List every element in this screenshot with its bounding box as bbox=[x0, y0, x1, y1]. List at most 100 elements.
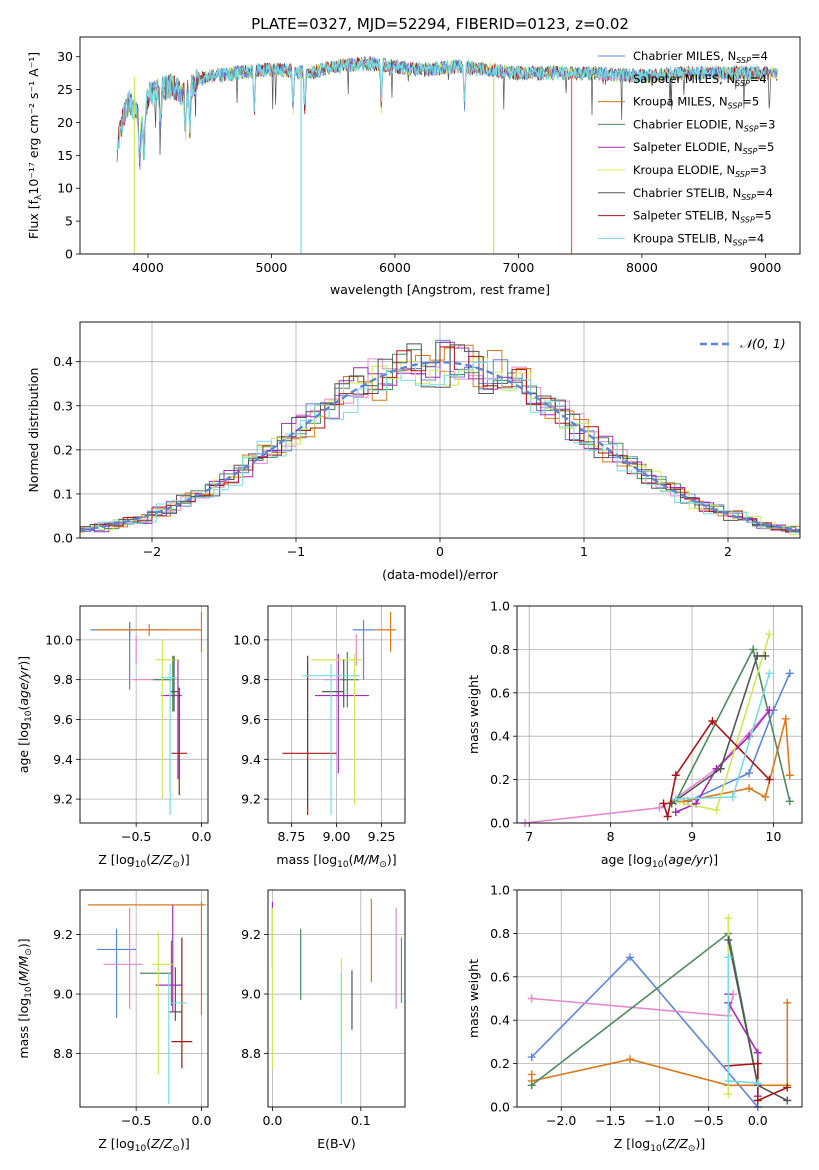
mass_weight_vs_age-xlabel: age [log10(age/yr)] bbox=[601, 852, 718, 870]
series-marker bbox=[671, 771, 680, 780]
series-marker bbox=[724, 1076, 733, 1085]
mass_vs_Z-xlabel: Z [log10(Z/Z⊙)] bbox=[98, 1136, 189, 1154]
series-marker bbox=[724, 1089, 733, 1098]
ebv-xlabel: E(B-V) bbox=[317, 1136, 356, 1151]
x-tick-label: 9000 bbox=[750, 260, 782, 275]
series-marker bbox=[659, 799, 668, 808]
y-tick-label: 0.8 bbox=[490, 926, 510, 941]
age_vs_mass-axes: 8.75 9.00 9.25 9.2 9.4 9.6 9.8 10.0 bbox=[233, 606, 405, 844]
series-marker bbox=[712, 805, 721, 814]
x-tick-label: −0.5 bbox=[121, 1113, 151, 1128]
series-marker bbox=[765, 669, 774, 678]
legend-label: Salpeter ELODIE, NSSP=5 bbox=[633, 140, 774, 156]
y-tick-label: 9.4 bbox=[241, 752, 261, 767]
y-tick-label: 0.0 bbox=[53, 531, 73, 546]
y-tick-label: 9.0 bbox=[53, 987, 73, 1002]
age_vs_Z-frame bbox=[79, 605, 209, 824]
legend-label: Salpeter MILES, NSSP=4 bbox=[633, 72, 767, 88]
series-marker bbox=[753, 1048, 762, 1057]
spectrum-line bbox=[116, 57, 766, 160]
y-tick-label: 0.0 bbox=[490, 816, 510, 831]
x-tick-label: 8000 bbox=[626, 260, 658, 275]
y-tick-label: 10.0 bbox=[45, 632, 73, 647]
y-tick-label: 9.2 bbox=[241, 927, 261, 942]
residual-frame bbox=[79, 321, 801, 539]
y-tick-label: 10 bbox=[57, 181, 73, 196]
age_vs_Z-ylabel: age [log10(age/yr)] bbox=[16, 656, 34, 773]
normal-legend-label: 𝒩(0, 1) bbox=[740, 336, 786, 351]
legend-label: Kroupa ELODIE, NSSP=3 bbox=[633, 163, 767, 179]
x-tick-label: 1 bbox=[580, 544, 588, 559]
x-tick-label: 0.0 bbox=[748, 1113, 768, 1128]
y-tick-label: 10.0 bbox=[233, 632, 261, 647]
series-marker bbox=[626, 953, 635, 962]
spectrum-xlabel: wavelength [Angstrom, rest frame] bbox=[330, 282, 550, 297]
legend-label: Chabrier MILES, NSSP=4 bbox=[633, 49, 768, 65]
x-tick-label: 9 bbox=[688, 829, 696, 844]
y-tick-label: 0.4 bbox=[490, 1013, 510, 1028]
mass_vs_Z-errorbars bbox=[87, 901, 206, 1105]
y-tick-label: 0 bbox=[65, 247, 73, 262]
series-marker bbox=[663, 812, 672, 821]
series-marker bbox=[716, 764, 725, 773]
series-marker bbox=[745, 732, 754, 741]
y-tick-label: 8.8 bbox=[241, 1046, 261, 1061]
x-tick-label: −1 bbox=[287, 544, 305, 559]
series-marker bbox=[708, 717, 717, 726]
x-tick-label: 7000 bbox=[503, 260, 535, 275]
age_vs_mass-xlabel: mass [log10(M/M⊙)] bbox=[276, 852, 396, 870]
mass_weight_vs_age-frame bbox=[516, 605, 803, 824]
mass_vs_EBV-axes: 0.0 0.1 8.8 9.0 9.2 bbox=[241, 890, 405, 1128]
y-tick-label: 0.2 bbox=[53, 442, 73, 457]
mass_vs_Z-ylabel: mass [log10(M/M⊙)] bbox=[16, 938, 34, 1058]
series-marker bbox=[745, 769, 754, 778]
x-tick-label: 7 bbox=[525, 829, 533, 844]
series-marker bbox=[783, 998, 792, 1007]
series-marker bbox=[761, 792, 770, 801]
series-marker bbox=[745, 784, 754, 793]
y-tick-label: 9.8 bbox=[53, 672, 73, 687]
series-marker bbox=[527, 1053, 536, 1062]
x-tick-label: −0.5 bbox=[121, 829, 151, 844]
age_vs_Z-errorbars bbox=[90, 611, 203, 816]
mass_vs_EBV-frame bbox=[267, 889, 406, 1108]
x-tick-label: 8 bbox=[607, 829, 615, 844]
x-tick-label: 0.0 bbox=[192, 1113, 212, 1128]
y-tick-label: 0.6 bbox=[490, 969, 510, 984]
y-tick-label: 1.0 bbox=[490, 883, 510, 898]
series-marker bbox=[724, 935, 733, 944]
mass_weight_vs_Z-xlabel: Z [log10(Z/Z⊙)] bbox=[614, 1136, 705, 1154]
y-tick-label: 9.4 bbox=[53, 752, 73, 767]
normal-curve bbox=[79, 360, 801, 532]
age_vs_Z-axes: −0.5 0.0 9.2 9.4 9.6 9.8 10.0 bbox=[45, 606, 211, 844]
residual-xlabel: (data-model)/error bbox=[382, 567, 499, 582]
series-marker bbox=[785, 771, 794, 780]
y-tick-label: 25 bbox=[57, 82, 73, 97]
series-marker bbox=[753, 1096, 762, 1105]
x-tick-label: 5000 bbox=[256, 260, 288, 275]
legend-label: Kroupa STELIB, NSSP=4 bbox=[633, 231, 764, 247]
spectrum-lines bbox=[116, 55, 779, 254]
x-tick-label: −2.0 bbox=[546, 1113, 576, 1128]
spectrum-legend: Chabrier MILES, NSSP=4 Salpeter MILES, NS… bbox=[598, 49, 775, 247]
series-marker bbox=[781, 714, 790, 723]
y-tick-label: 15 bbox=[57, 148, 73, 163]
series-marker bbox=[667, 799, 676, 808]
series-marker bbox=[753, 1079, 762, 1088]
series-marker bbox=[527, 1081, 536, 1090]
y-tick-label: 0.4 bbox=[490, 729, 510, 744]
series-marker bbox=[724, 914, 733, 923]
y-tick-label: 0.3 bbox=[53, 398, 73, 413]
x-tick-label: −1.0 bbox=[644, 1113, 674, 1128]
plots-layer: 4000 5000 6000 7000 8000 9000051015202530wave… bbox=[16, 36, 803, 1154]
series-marker bbox=[765, 706, 774, 715]
mass_weight_vs_Z-axes: −2.0 −1.5 −1.0 −0.5 0.0 0.0 0.2 0.4 0.6 0.8 1.0 bbox=[490, 883, 802, 1128]
y-tick-label: 0.4 bbox=[53, 354, 73, 369]
y-tick-label: 9.2 bbox=[53, 792, 73, 807]
spectrum-ylabel: Flux [fλ10⁻¹⁷ erg cm⁻² s⁻¹ A⁻¹] bbox=[26, 52, 44, 239]
mass_vs_Z-frame bbox=[79, 889, 209, 1108]
x-tick-label: −0.5 bbox=[693, 1113, 723, 1128]
series-marker bbox=[749, 645, 758, 654]
series-marker bbox=[753, 1059, 762, 1068]
series-marker bbox=[728, 792, 737, 801]
